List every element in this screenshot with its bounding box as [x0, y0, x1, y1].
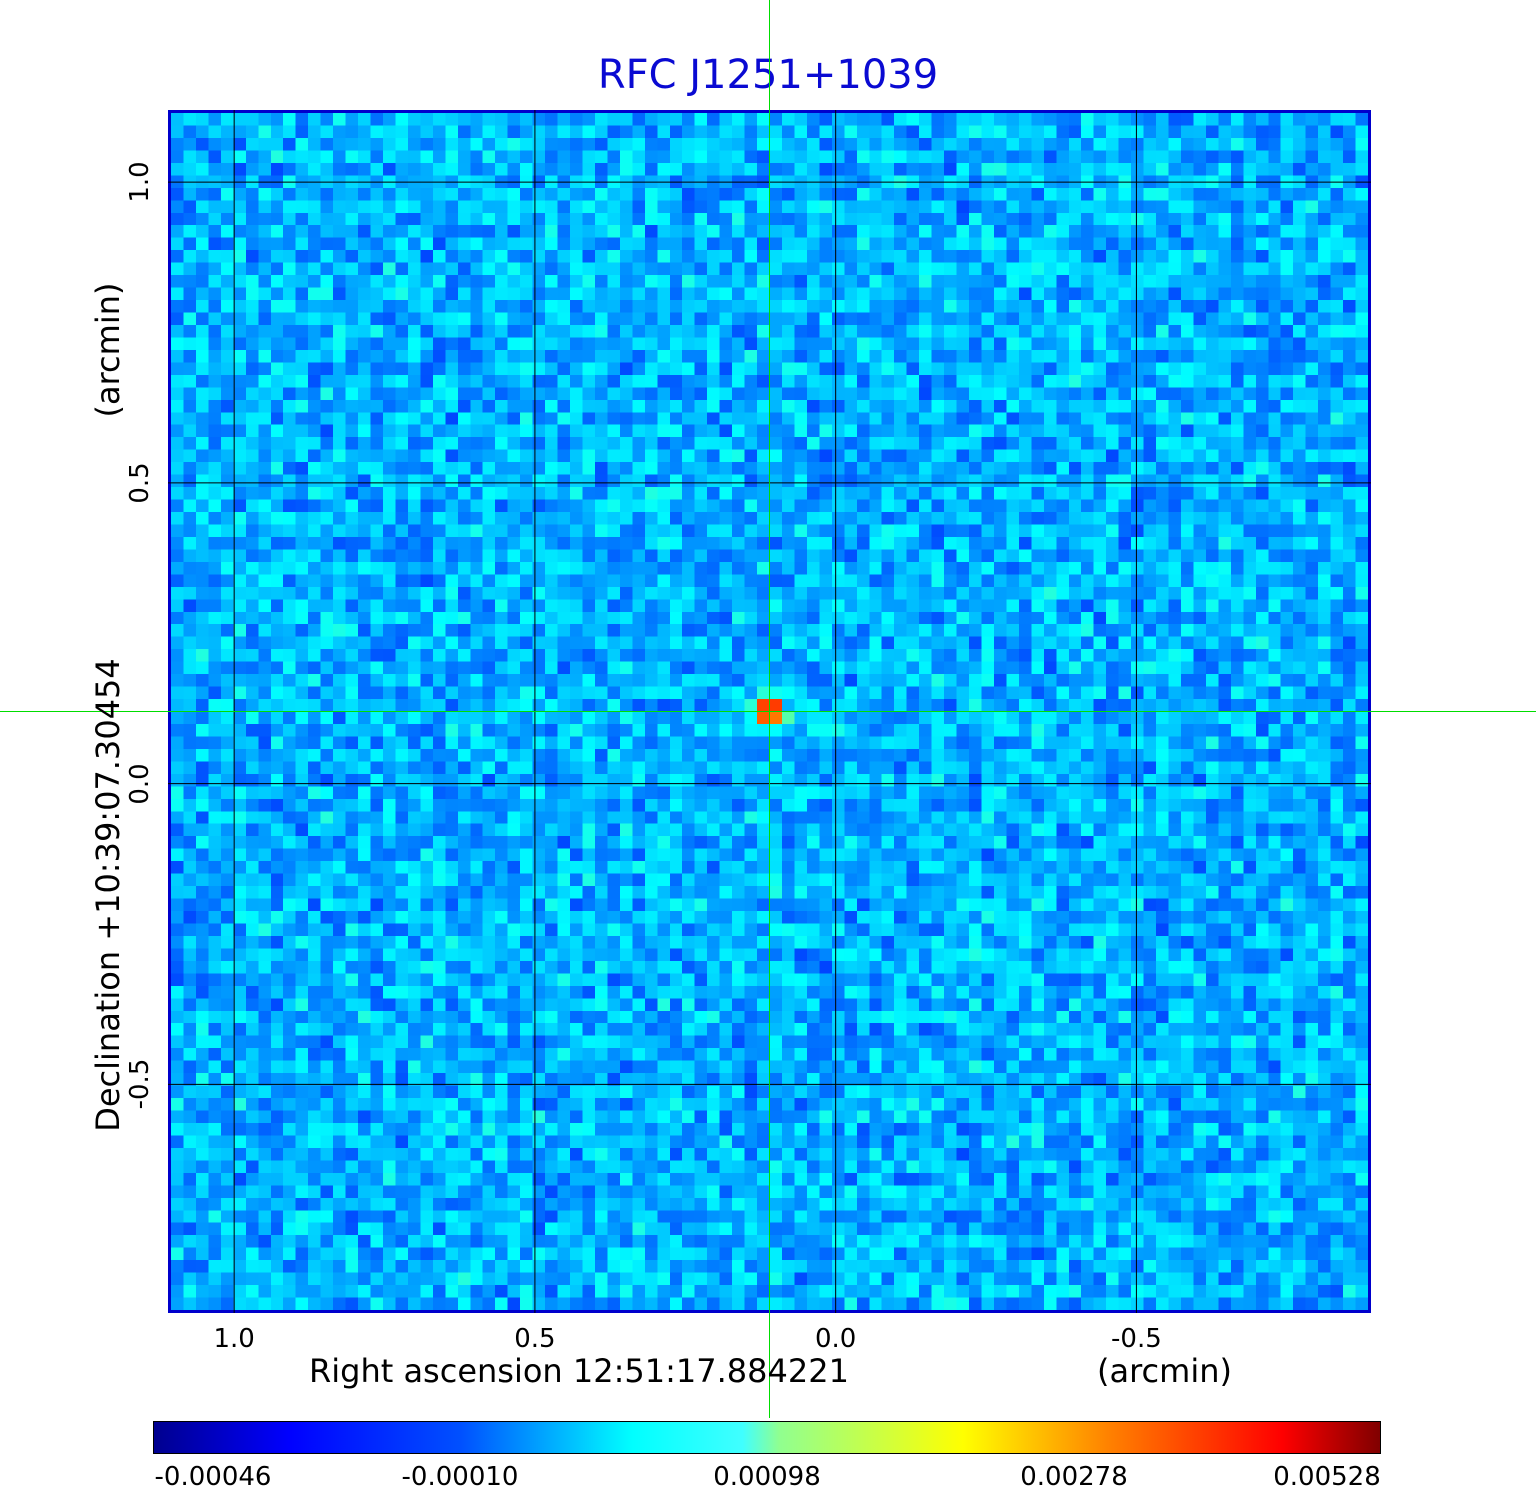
x-tick-label: 0.0: [814, 1324, 857, 1354]
colorbar-tick-label: 0.00278: [1020, 1462, 1128, 1492]
x-tick-label: -0.5: [1111, 1324, 1162, 1354]
colorbar-tick-label: 0.00528: [1273, 1462, 1381, 1492]
y-tick-label: 1.0: [125, 161, 155, 203]
colorbar-tick-label: 0.00098: [713, 1462, 821, 1492]
x-tick-label: 0.5: [514, 1324, 556, 1354]
colorbar: [153, 1421, 1381, 1454]
x-axis-unit: (arcmin): [1097, 1352, 1232, 1390]
y-axis-label: Declination +10:39:07.30454: [89, 658, 127, 1132]
x-tick-label: 1.0: [213, 1324, 255, 1354]
x-axis-label: Right ascension 12:51:17.884221: [309, 1352, 849, 1390]
y-tick-label: 0.0: [125, 762, 155, 805]
y-tick-label: 0.5: [125, 462, 155, 504]
y-axis-unit: (arcmin): [89, 282, 127, 418]
colorbar-tick-label: -0.00046: [154, 1462, 272, 1492]
colorbar-tick-label: -0.00010: [401, 1462, 519, 1492]
chart-title: RFC J1251+1039: [597, 52, 939, 98]
y-tick-label: -0.5: [125, 1059, 155, 1110]
